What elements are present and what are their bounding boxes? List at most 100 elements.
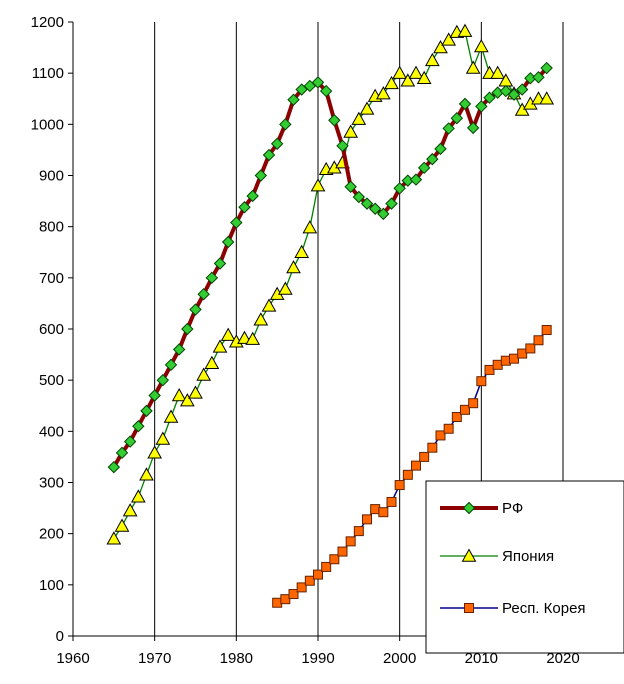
data-point-rf xyxy=(368,202,382,215)
data-point-rf xyxy=(515,83,529,96)
data-point-japan xyxy=(294,244,310,258)
data-point-rf xyxy=(123,435,137,448)
data-point-rf xyxy=(270,137,284,150)
data-point-rf xyxy=(426,152,439,166)
data-point-rf xyxy=(140,404,153,418)
data-point-rf xyxy=(328,114,341,127)
data-point-japan xyxy=(286,260,301,274)
legend-label-japan: Япония xyxy=(502,548,554,565)
data-point-japan xyxy=(441,32,457,46)
y-tick-label: 800 xyxy=(39,219,64,236)
data-point-japan xyxy=(253,312,269,326)
data-point-rf xyxy=(107,460,121,474)
data-point-rf xyxy=(197,287,210,301)
data-point-korea xyxy=(394,480,405,491)
data-point-rf xyxy=(442,122,455,135)
data-point-rf xyxy=(148,389,161,402)
data-point-korea xyxy=(443,423,454,434)
data-point-japan xyxy=(139,467,154,481)
data-point-korea xyxy=(419,451,430,462)
data-point-rf xyxy=(377,207,390,221)
y-tick-label: 900 xyxy=(39,168,64,185)
legend: РФ Япония Респ. Корея xyxy=(425,480,624,654)
data-point-japan xyxy=(122,503,138,517)
data-point-korea xyxy=(280,594,291,605)
data-point-japan xyxy=(416,70,432,84)
data-point-japan xyxy=(171,387,187,402)
data-point-japan xyxy=(384,75,399,90)
legend-label-rf: РФ xyxy=(502,500,523,517)
data-point-rf xyxy=(132,420,145,433)
x-tick-label: 2000 xyxy=(383,650,416,667)
data-point-korea xyxy=(468,398,479,409)
data-point-japan xyxy=(343,124,359,138)
y-tick-label: 1000 xyxy=(31,116,64,133)
x-tick-label: 1990 xyxy=(301,650,334,667)
data-point-korea xyxy=(337,546,348,557)
data-point-rf xyxy=(352,190,366,204)
data-point-korea xyxy=(525,343,536,354)
data-point-rf xyxy=(532,71,545,84)
y-tick-label: 500 xyxy=(39,372,64,389)
data-point-rf xyxy=(393,182,406,195)
data-point-rf xyxy=(507,88,521,101)
data-point-korea xyxy=(378,507,389,518)
data-point-rf xyxy=(287,93,300,106)
data-point-korea xyxy=(362,514,372,525)
legend-label-korea: Респ. Корея xyxy=(502,600,586,617)
data-point-rf xyxy=(344,180,357,193)
data-point-japan xyxy=(302,220,318,234)
data-point-rf xyxy=(499,84,513,98)
data-point-rf xyxy=(303,79,317,93)
data-point-korea xyxy=(272,597,283,608)
data-point-korea xyxy=(460,404,470,415)
data-point-rf xyxy=(246,189,259,203)
data-point-japan xyxy=(457,23,473,37)
data-point-rf xyxy=(238,201,251,214)
data-point-korea xyxy=(370,504,381,515)
data-point-japan xyxy=(408,65,424,79)
data-point-korea xyxy=(533,335,544,346)
data-point-japan xyxy=(424,52,440,67)
data-point-korea xyxy=(411,460,421,471)
data-point-rf xyxy=(336,139,349,153)
data-point-rf xyxy=(483,91,496,104)
data-point-japan xyxy=(114,518,130,532)
data-point-japan xyxy=(130,489,146,503)
data-point-korea xyxy=(492,359,503,370)
data-point-japan xyxy=(351,111,367,125)
data-point-rf xyxy=(230,216,243,229)
y-tick-label: 200 xyxy=(39,526,64,543)
legend-marker-japan xyxy=(461,548,477,562)
data-point-korea xyxy=(476,376,487,387)
data-point-korea xyxy=(329,554,340,565)
data-point-korea xyxy=(509,353,519,364)
y-tick-label: 600 xyxy=(39,321,64,338)
series-group xyxy=(106,23,555,608)
y-tick-label: 0 xyxy=(56,628,64,645)
data-point-korea xyxy=(500,355,511,366)
data-point-japan xyxy=(400,73,416,87)
data-point-japan xyxy=(106,531,122,545)
data-point-rf xyxy=(164,358,178,372)
legend-marker-korea xyxy=(464,603,474,613)
data-point-rf xyxy=(115,446,129,460)
y-tick-label: 300 xyxy=(39,475,64,492)
data-point-rf xyxy=(279,118,292,131)
data-point-korea xyxy=(451,412,462,423)
data-point-japan xyxy=(245,331,261,345)
y-tick-label: 400 xyxy=(39,423,64,440)
data-point-rf xyxy=(466,121,480,135)
data-point-japan xyxy=(163,409,179,423)
x-tick-label: 2010 xyxy=(465,650,498,667)
legend-marker-rf xyxy=(462,501,476,515)
data-point-japan xyxy=(359,101,375,115)
data-point-japan xyxy=(220,327,236,341)
data-point-rf xyxy=(385,197,398,210)
data-point-korea xyxy=(427,442,438,453)
y-tick-label: 1100 xyxy=(32,65,64,82)
grid xyxy=(154,22,564,636)
data-point-rf xyxy=(205,271,219,285)
data-point-korea xyxy=(435,430,446,441)
